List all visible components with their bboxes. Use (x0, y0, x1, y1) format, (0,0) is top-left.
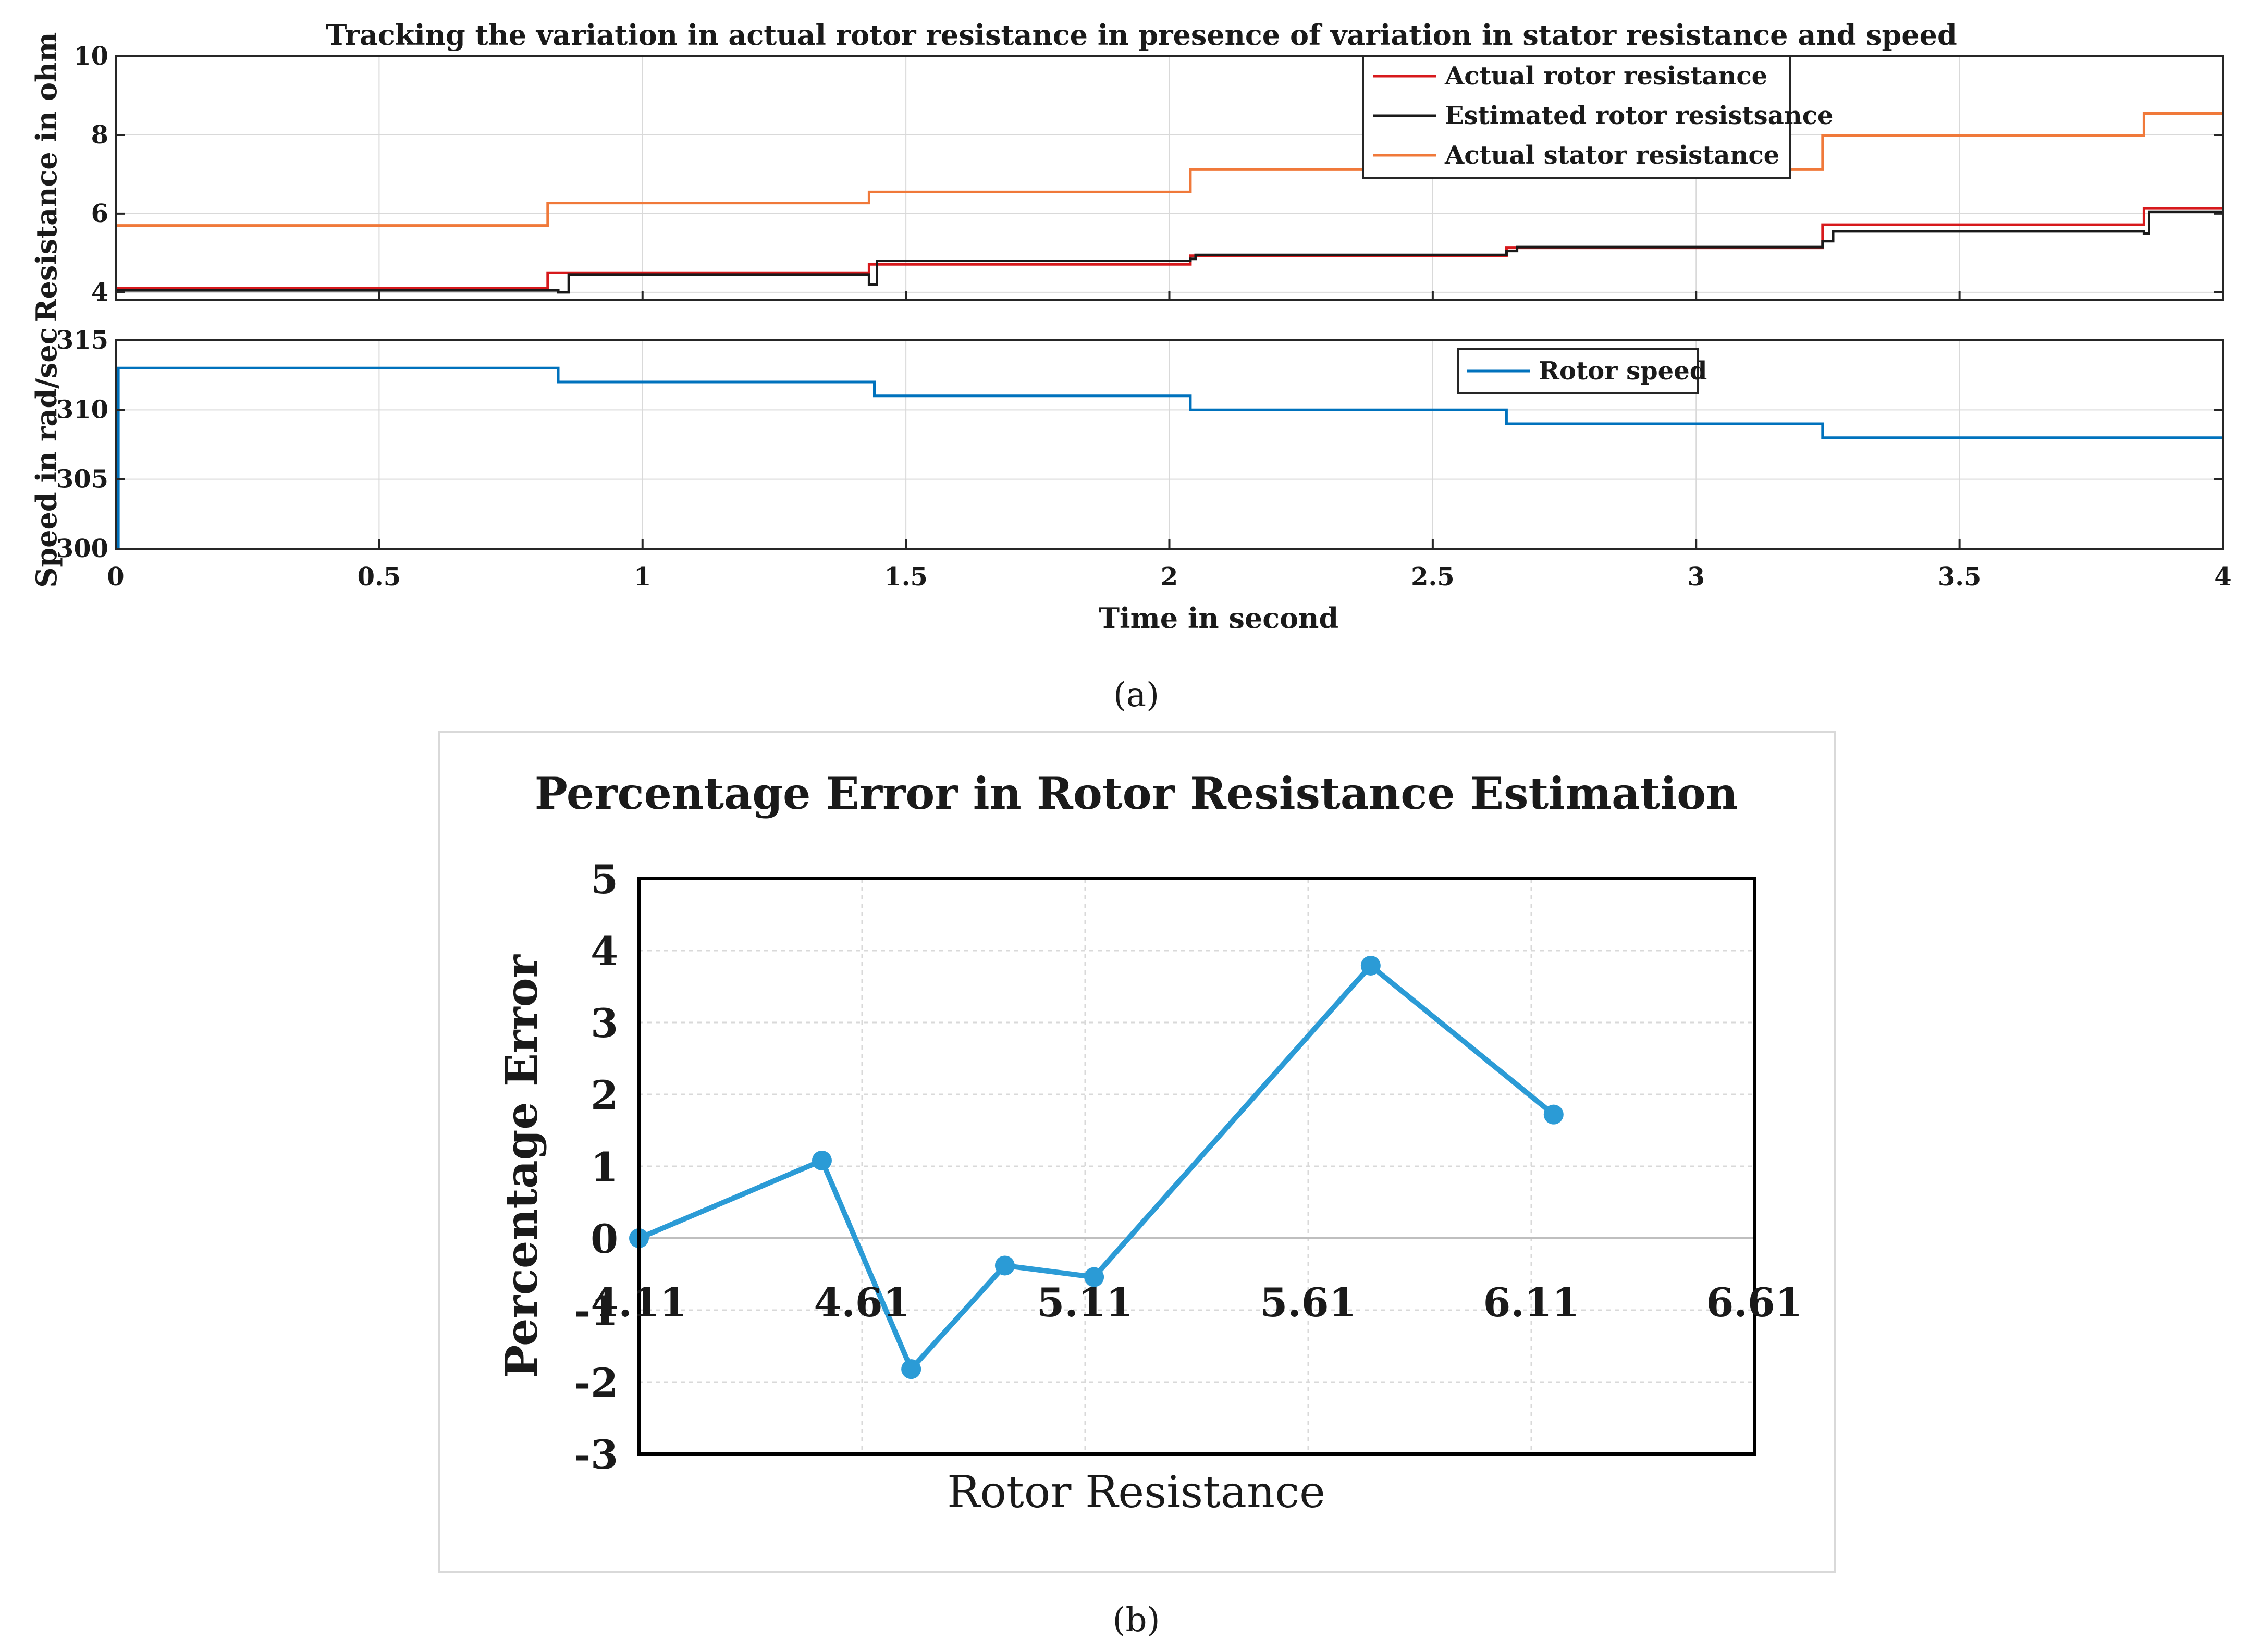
chart-b-title: Percentage Error in Rotor Resistance Est… (535, 768, 1738, 819)
speed-xtick-label-2: 2 (1161, 562, 1178, 591)
top-plot-yticks: 4 6 8 10 (73, 42, 2224, 307)
chart-b-ytick-label-4: 4 (591, 928, 618, 975)
chart-b-container (438, 731, 1836, 1573)
chart-b-ytick-label-2: -2 (574, 1360, 618, 1406)
top-plot-ylabel: Resistance in ohm (30, 32, 63, 323)
speed-plot-xticks: 0 0.5 1 1.5 2 2.5 3 3.5 4 (107, 539, 2232, 591)
chart-b-ytick-label-0: 0 (591, 1216, 618, 1262)
legend-label-actual-rotor: Actual rotor resistance (1444, 61, 1767, 91)
top-plot-title: Tracking the variation in actual rotor r… (326, 18, 1957, 52)
chart-b-xtick-label-4-11: 4.11 (591, 1279, 687, 1326)
series-line-actual-stator-resistance (116, 112, 2223, 227)
chart-b-xtick-label-5-61: 5.61 (1260, 1279, 1356, 1326)
speed-xtick-label-3: 3 (1688, 562, 1705, 591)
speed-xtick-label-3-5: 3.5 (1938, 562, 1982, 591)
data-point-6 (1360, 955, 1381, 976)
panel-b: Percentage Error in Rotor Resistance Est… (438, 731, 1836, 1573)
chart-b-xtick-label-4-61: 4.61 (814, 1279, 910, 1326)
data-point-2 (812, 1150, 832, 1170)
top-ytick-label-4: 4 (91, 278, 108, 307)
chart-b-ytick-label-1: 1 (591, 1144, 618, 1190)
chart-b-ylabel: Percentage Error (496, 954, 547, 1377)
data-point-3 (901, 1359, 921, 1379)
series-line-estimated-rotor-resistsance (116, 210, 2223, 294)
speed-xtick-label-2-5: 2.5 (1411, 562, 1455, 591)
speed-ytick-label-305: 305 (56, 465, 108, 494)
data-point-4 (994, 1255, 1015, 1276)
speed-plot-series (116, 366, 2223, 549)
chart-b-ytick-label-2: 2 (591, 1072, 618, 1118)
speed-plot-ylabel: Speed in rad/sec (30, 327, 63, 587)
speed-xtick-label-1: 1 (634, 562, 651, 591)
chart-b-xlabel: Rotor Resistance (947, 1466, 1325, 1518)
chart-b-xticks: 4.11 4.61 5.11 5.61 6.11 6.61 (591, 1279, 1802, 1326)
chart-b-yticks: -3 -2 -1 0 1 2 3 4 5 (574, 856, 618, 1478)
chart-b-ytick-label-3: 3 (591, 1000, 618, 1046)
chart-b-ytick-label-3: -3 (574, 1432, 618, 1478)
chart-b-ytick-label-5: 5 (591, 856, 618, 903)
chart-b-xtick-label-6-61: 6.61 (1706, 1279, 1802, 1326)
figure-label-a: (a) (1113, 676, 1159, 714)
chart-b-series (629, 955, 1564, 1379)
chart-b-ytick-label-1: -1 (574, 1288, 618, 1334)
speed-plot-yticks: 300 305 310 315 (56, 326, 2223, 563)
chart-b-xtick-label-5-11: 5.11 (1037, 1279, 1133, 1326)
speed-ytick-label-310: 310 (56, 395, 108, 424)
panel-a: Tracking the variation in actual rotor r… (30, 18, 2224, 323)
speed-xtick-label-1-5: 1.5 (884, 562, 928, 591)
top-ytick-label-6: 6 (91, 199, 108, 228)
legend-label-rotor-speed: Rotor speed (1539, 356, 1707, 386)
speed-xtick-label-0: 0 (107, 562, 124, 591)
speed-ytick-label-300: 300 (56, 534, 108, 563)
chart-b-frame (637, 877, 1756, 1456)
top-ytick-label-8: 8 (91, 120, 108, 150)
series-line-rotor-speed (116, 366, 2223, 549)
speed-plot-xlabel: Time in second (1099, 601, 1338, 635)
top-ytick-label-10: 10 (73, 42, 108, 71)
data-point-7 (1543, 1104, 1564, 1125)
top-plot-legend: Actual rotor resistance Estimated rotor … (1362, 55, 1833, 179)
chart-b-xtick-label-6-11: 6.11 (1483, 1279, 1579, 1326)
top-plot-series (116, 112, 2223, 294)
legend-label-estimated-rotor: Estimated rotor resistsance (1445, 101, 1833, 130)
data-point-5 (1084, 1267, 1104, 1287)
speed-plot-legend: Rotor speed (1457, 348, 1707, 394)
speed-ytick-label-315: 315 (56, 326, 108, 355)
legend-label-actual-stator: Actual stator resistance (1444, 141, 1779, 170)
figure-label-b: (b) (1113, 1601, 1160, 1639)
speed-xtick-label-0-5: 0.5 (358, 562, 401, 591)
panel-a-speed: 300 305 310 315 0 0.5 1 1.5 2 2.5 3 3.5 4 Speed in … (30, 326, 2232, 635)
speed-xtick-label-4: 4 (2214, 562, 2231, 591)
